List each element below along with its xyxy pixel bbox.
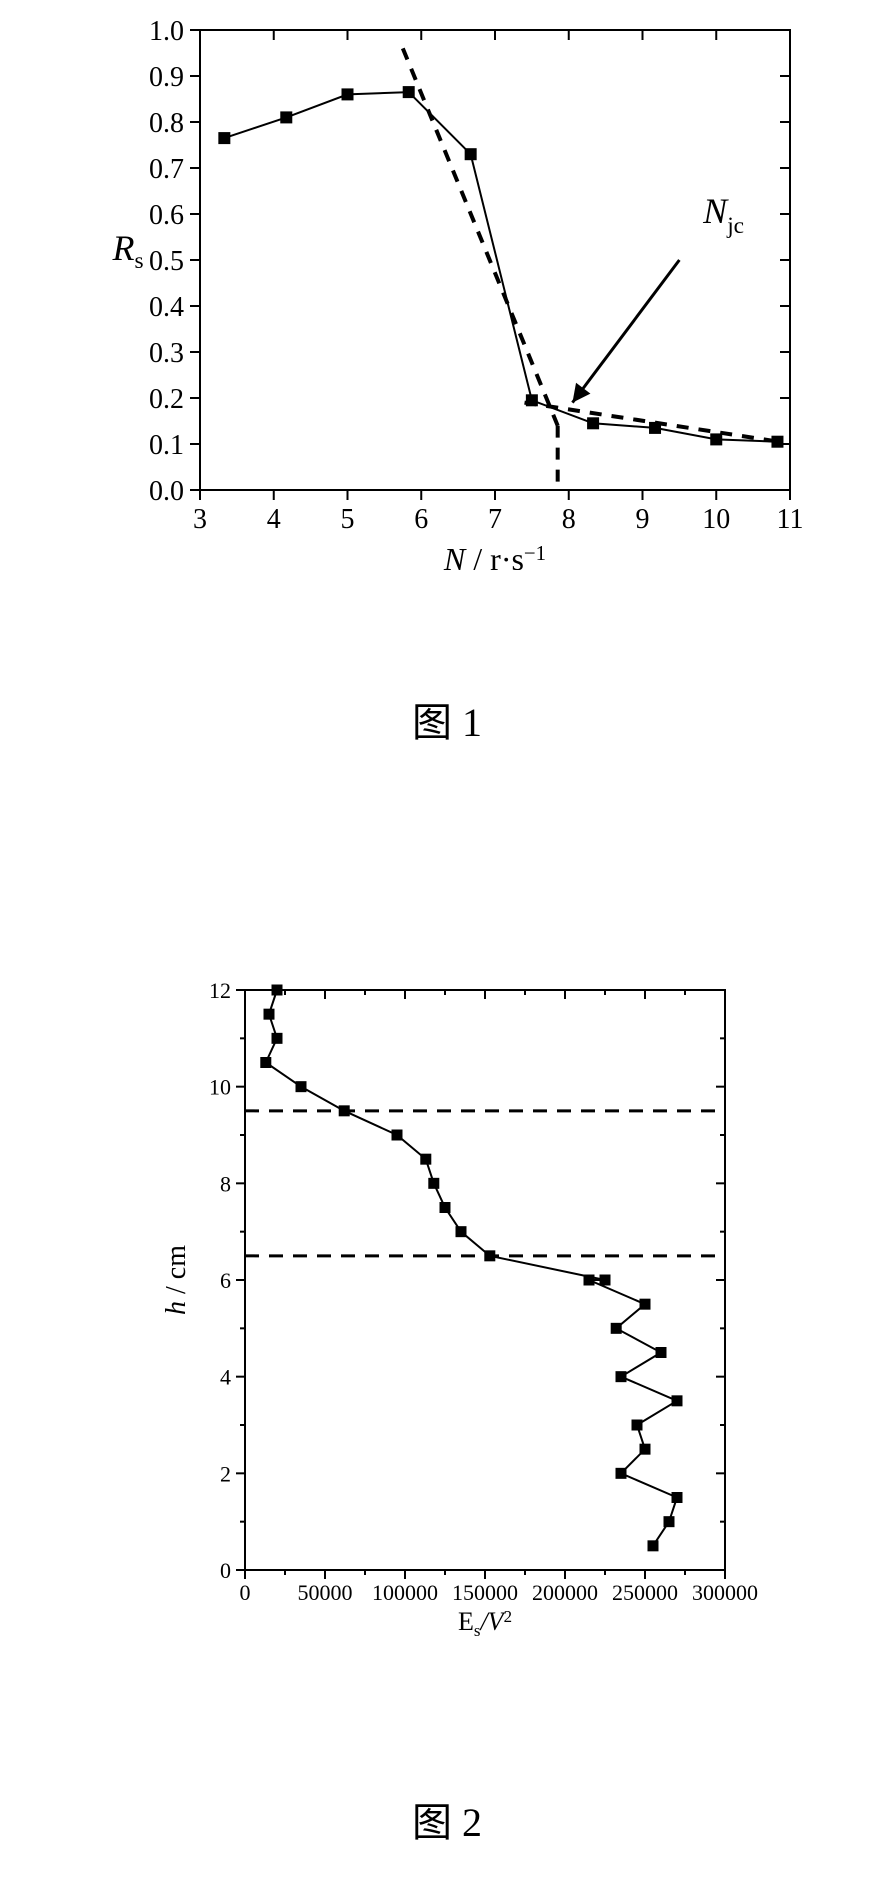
svg-text:8: 8 [562,504,576,535]
svg-text:250000: 250000 [612,1580,678,1605]
svg-text:10: 10 [209,1075,231,1100]
svg-text:0.2: 0.2 [149,384,184,415]
svg-text:7: 7 [488,504,502,535]
svg-text:0: 0 [220,1558,231,1583]
svg-text:0.7: 0.7 [149,154,184,185]
svg-text:Njc: Njc [702,191,744,239]
svg-text:4: 4 [267,504,281,535]
svg-text:3: 3 [193,504,207,535]
svg-text:1.0: 1.0 [149,16,184,47]
page: 3 4 5 6 7 8 9 10 11 0.0 0.1 0.2 0.3 0.4 0.5 0.6 0.7 0.8 0.… [0,0,894,1886]
figure-1-caption: 图 1 [0,690,894,748]
chart-2: 0 50000 100000 150000 200000 250000 300000 0 2 4 6… [130,960,780,1660]
svg-text:100000: 100000 [372,1580,438,1605]
svg-text:0.5: 0.5 [149,246,184,277]
svg-text:300000: 300000 [692,1580,758,1605]
svg-text:N / r·s−1: N / r·s−1 [443,541,546,570]
svg-text:9: 9 [636,504,650,535]
svg-text:h / cm: h / cm [161,1245,192,1315]
svg-text:8: 8 [220,1171,231,1196]
svg-text:11: 11 [777,504,804,535]
svg-text:150000: 150000 [452,1580,518,1605]
svg-text:10: 10 [702,504,730,535]
svg-text:12: 12 [209,978,231,1003]
figure-2-caption: 图 2 [0,1790,894,1848]
svg-text:4: 4 [220,1365,231,1390]
svg-text:0.9: 0.9 [149,62,184,93]
svg-text:0.1: 0.1 [149,430,184,461]
svg-text:6: 6 [414,504,428,535]
svg-text:50000: 50000 [298,1580,353,1605]
svg-text:0: 0 [240,1580,251,1605]
chart-1: 3 4 5 6 7 8 9 10 11 0.0 0.1 0.2 0.3 0.4 0.5 0.6 0.7 0.8 0.… [90,0,840,570]
svg-text:0.8: 0.8 [149,108,184,139]
svg-text:Rs: Rs [111,228,143,274]
svg-text:Es/V2: Es/V2 [458,1607,512,1640]
svg-text:6: 6 [220,1268,231,1293]
svg-text:0.4: 0.4 [149,292,184,323]
svg-text:0.3: 0.3 [149,338,184,369]
svg-text:200000: 200000 [532,1580,598,1605]
svg-text:0.6: 0.6 [149,200,184,231]
svg-text:2: 2 [220,1461,231,1486]
svg-text:0.0: 0.0 [149,476,184,507]
svg-text:5: 5 [341,504,355,535]
